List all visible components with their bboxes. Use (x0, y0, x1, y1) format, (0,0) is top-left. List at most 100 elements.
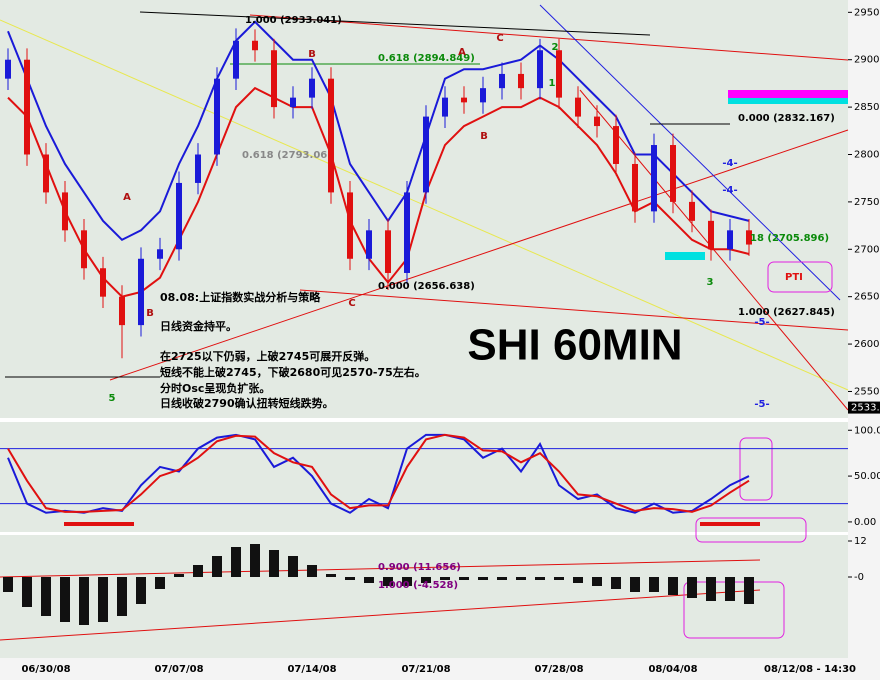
candle-body (480, 88, 486, 103)
y-tick-label: 50.00 (854, 471, 880, 482)
candle-body (404, 192, 410, 273)
y-tick-label: 2700 (854, 244, 879, 255)
series-line (7, 20, 750, 242)
series-line (7, 433, 750, 513)
candle-body (632, 163, 638, 212)
y-tick-label: 12 (854, 536, 867, 547)
candle-body (613, 126, 619, 164)
bar (706, 577, 716, 601)
x-tick-label: 07/07/08 (154, 664, 203, 675)
candle-body (556, 50, 562, 98)
wave-label: -4- (722, 185, 737, 196)
candle-body (24, 59, 30, 155)
y-tick-label: -0 (854, 572, 864, 583)
candle-body (727, 230, 733, 250)
fib-label: 0.900 (11.656) (378, 562, 461, 573)
bar (421, 577, 431, 583)
candle-body (385, 230, 391, 273)
highlight-box (695, 517, 807, 543)
bar (155, 577, 165, 589)
bar (174, 574, 184, 577)
y-tick-label: 100.0 (854, 425, 880, 436)
y-tick-label: 2650 (854, 292, 879, 303)
trendline (0, 19, 849, 391)
candle-body (746, 230, 752, 245)
candle-body (594, 116, 600, 127)
x-tick-label: 07/14/08 (287, 664, 336, 675)
candle-body (5, 59, 11, 79)
candle-body (328, 78, 334, 193)
x-tick-label: 06/30/08 (21, 664, 70, 675)
candle-body (651, 145, 657, 212)
trendline (139, 11, 651, 36)
fib-label: 1.000 (2933.041) (245, 15, 342, 26)
bar (364, 577, 374, 583)
current-time: 08/12/08 - 14:30 (764, 664, 856, 675)
bar (478, 577, 488, 580)
wave-label: A (123, 192, 131, 203)
trendline (539, 4, 841, 301)
wave-label: -5- (754, 399, 769, 410)
fib-label: 0.618 (2894.849) (378, 53, 475, 64)
bar (402, 577, 412, 586)
annotation: 短线不能上破2745，下破2680可见2570-75左右。 (160, 365, 426, 379)
bar (744, 577, 754, 604)
candle-body (252, 40, 258, 51)
bar (687, 577, 697, 598)
bar (326, 574, 336, 577)
wave-label: A (458, 47, 466, 58)
y-tick-label: 2550 (854, 386, 879, 397)
candle-body (366, 230, 372, 259)
candle-body (43, 154, 49, 193)
wave-label: C (348, 298, 355, 309)
y-tick-label: 2950 (854, 7, 879, 18)
bar (98, 577, 108, 622)
bar (269, 550, 279, 577)
bar (345, 577, 355, 580)
fib-label: 18 (2705.896) (750, 233, 829, 244)
bar (307, 565, 317, 577)
bar (41, 577, 51, 616)
highlight-bar (665, 252, 705, 260)
bar (516, 577, 526, 580)
candle-body (119, 296, 125, 326)
trendline (0, 559, 761, 578)
bar (440, 577, 450, 580)
trendline (0, 589, 761, 641)
candle-body (195, 154, 201, 183)
annotation: 在2725以下仍弱，上破2745可展开反弹。 (160, 349, 375, 363)
axis-strip (848, 0, 880, 680)
wave-label: B (146, 308, 154, 319)
fib-label: 0.000 (2656.638) (378, 281, 475, 292)
candle-body (442, 97, 448, 117)
bar (630, 577, 640, 592)
bar (3, 577, 13, 592)
y-tick-label: 2800 (854, 149, 879, 160)
series-line (7, 86, 750, 298)
bar (231, 547, 241, 577)
wave-label: B (480, 131, 488, 142)
bar (79, 577, 89, 625)
candle-body (518, 73, 524, 89)
wave-label: 1 (549, 78, 556, 89)
candle-body (537, 50, 543, 89)
y-tick-label: 2600 (854, 339, 879, 350)
fib-label: 1.000 (-4.528) (378, 580, 458, 591)
trendline (109, 129, 849, 381)
bar (60, 577, 70, 622)
bar (22, 577, 32, 607)
highlight-bar (728, 98, 848, 104)
y-tick-label: 0.00 (854, 517, 876, 528)
bar (193, 565, 203, 577)
bar (497, 577, 507, 580)
wave-label: 2 (552, 42, 559, 53)
y-tick-label: 2900 (854, 55, 879, 66)
date-strip (0, 658, 848, 680)
candle-body (271, 50, 277, 108)
last-price-box (848, 401, 880, 414)
bar (288, 556, 298, 577)
highlight-bar (728, 90, 848, 98)
candle-body (499, 73, 505, 89)
candle-body (138, 258, 144, 326)
